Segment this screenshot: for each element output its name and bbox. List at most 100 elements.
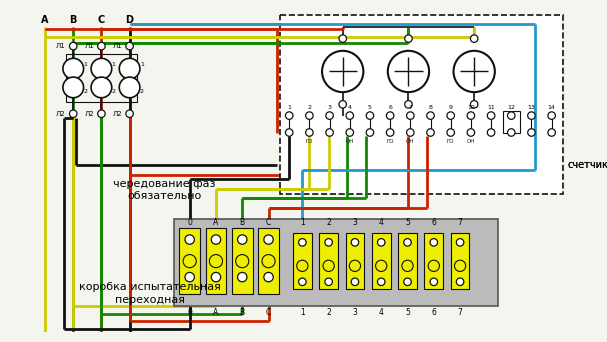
Circle shape — [548, 112, 555, 119]
Text: 1: 1 — [300, 308, 305, 317]
Circle shape — [98, 42, 105, 50]
Circle shape — [326, 112, 333, 119]
Bar — [179, 228, 200, 294]
Circle shape — [183, 254, 196, 268]
Circle shape — [427, 112, 434, 119]
Circle shape — [209, 254, 223, 268]
Circle shape — [119, 77, 140, 98]
Circle shape — [325, 278, 333, 286]
Text: Л2: Л2 — [56, 111, 66, 117]
Circle shape — [487, 112, 495, 119]
Circle shape — [126, 42, 134, 50]
Circle shape — [366, 129, 374, 136]
Circle shape — [262, 254, 275, 268]
Circle shape — [299, 239, 306, 246]
Circle shape — [346, 112, 353, 119]
Circle shape — [447, 129, 455, 136]
Circle shape — [339, 101, 347, 108]
Text: 5: 5 — [405, 308, 410, 317]
Text: 6: 6 — [388, 105, 392, 110]
Text: A: A — [41, 15, 49, 25]
Text: ГО: ГО — [387, 140, 394, 144]
Circle shape — [91, 58, 112, 79]
Text: 3: 3 — [353, 218, 358, 227]
Circle shape — [299, 278, 306, 286]
Text: D: D — [126, 15, 134, 25]
Text: C: C — [266, 308, 271, 317]
Circle shape — [63, 58, 84, 79]
Circle shape — [388, 51, 429, 92]
Text: чередование фаз: чередование фаз — [113, 179, 215, 189]
Circle shape — [527, 129, 535, 136]
Circle shape — [470, 101, 478, 108]
Text: счетчик: счетчик — [567, 160, 607, 170]
Text: A: A — [213, 218, 219, 227]
Text: счетчик: счетчик — [567, 160, 607, 170]
Text: 14: 14 — [548, 105, 555, 110]
Text: 12: 12 — [507, 105, 515, 110]
Circle shape — [185, 235, 194, 244]
Circle shape — [63, 77, 84, 98]
Circle shape — [98, 110, 105, 118]
Text: 6: 6 — [432, 308, 436, 317]
Circle shape — [236, 254, 249, 268]
Text: ГО: ГО — [447, 140, 455, 144]
Bar — [232, 228, 253, 294]
Text: 1: 1 — [112, 62, 115, 67]
Circle shape — [470, 35, 478, 42]
Bar — [293, 233, 312, 289]
Text: переходная: переходная — [115, 295, 185, 305]
Text: 7: 7 — [458, 218, 463, 227]
Bar — [372, 233, 391, 289]
Circle shape — [467, 112, 475, 119]
Text: A: A — [213, 308, 219, 317]
Circle shape — [507, 112, 515, 119]
Circle shape — [349, 260, 361, 272]
Circle shape — [351, 239, 359, 246]
Circle shape — [325, 239, 333, 246]
Circle shape — [428, 260, 439, 272]
Circle shape — [306, 112, 313, 119]
Circle shape — [387, 112, 394, 119]
Text: 8: 8 — [429, 105, 432, 110]
Circle shape — [366, 112, 374, 119]
Bar — [424, 233, 443, 289]
Circle shape — [126, 110, 134, 118]
Circle shape — [323, 260, 334, 272]
Circle shape — [185, 273, 194, 282]
Circle shape — [211, 235, 221, 244]
Bar — [280, 15, 563, 194]
Text: 1: 1 — [287, 105, 291, 110]
Text: 11: 11 — [487, 105, 495, 110]
Text: Л1: Л1 — [56, 43, 66, 49]
Circle shape — [453, 51, 495, 92]
Circle shape — [427, 129, 434, 136]
Circle shape — [376, 260, 387, 272]
Circle shape — [456, 239, 464, 246]
Text: 2: 2 — [140, 89, 144, 94]
Text: ОН: ОН — [345, 140, 354, 144]
Text: Л1: Л1 — [112, 43, 122, 49]
Text: обязательно: обязательно — [127, 192, 202, 201]
Circle shape — [405, 35, 412, 42]
Bar — [451, 233, 469, 289]
Bar — [503, 111, 520, 133]
Bar — [398, 233, 417, 289]
Bar — [206, 228, 226, 294]
Text: коробка испытательная: коробка испытательная — [80, 282, 221, 292]
Text: 6: 6 — [432, 218, 436, 227]
Text: 0: 0 — [187, 308, 192, 317]
Circle shape — [404, 239, 412, 246]
Text: 10: 10 — [467, 105, 475, 110]
Text: 5: 5 — [405, 218, 410, 227]
Circle shape — [264, 273, 273, 282]
Text: B: B — [240, 308, 245, 317]
Text: 7: 7 — [458, 308, 463, 317]
Circle shape — [326, 129, 333, 136]
Text: 3: 3 — [353, 308, 358, 317]
Bar — [258, 228, 279, 294]
Text: 2: 2 — [112, 89, 115, 94]
Text: Л2: Л2 — [112, 111, 122, 117]
Text: Л1: Л1 — [84, 43, 94, 49]
Text: 3: 3 — [328, 105, 331, 110]
